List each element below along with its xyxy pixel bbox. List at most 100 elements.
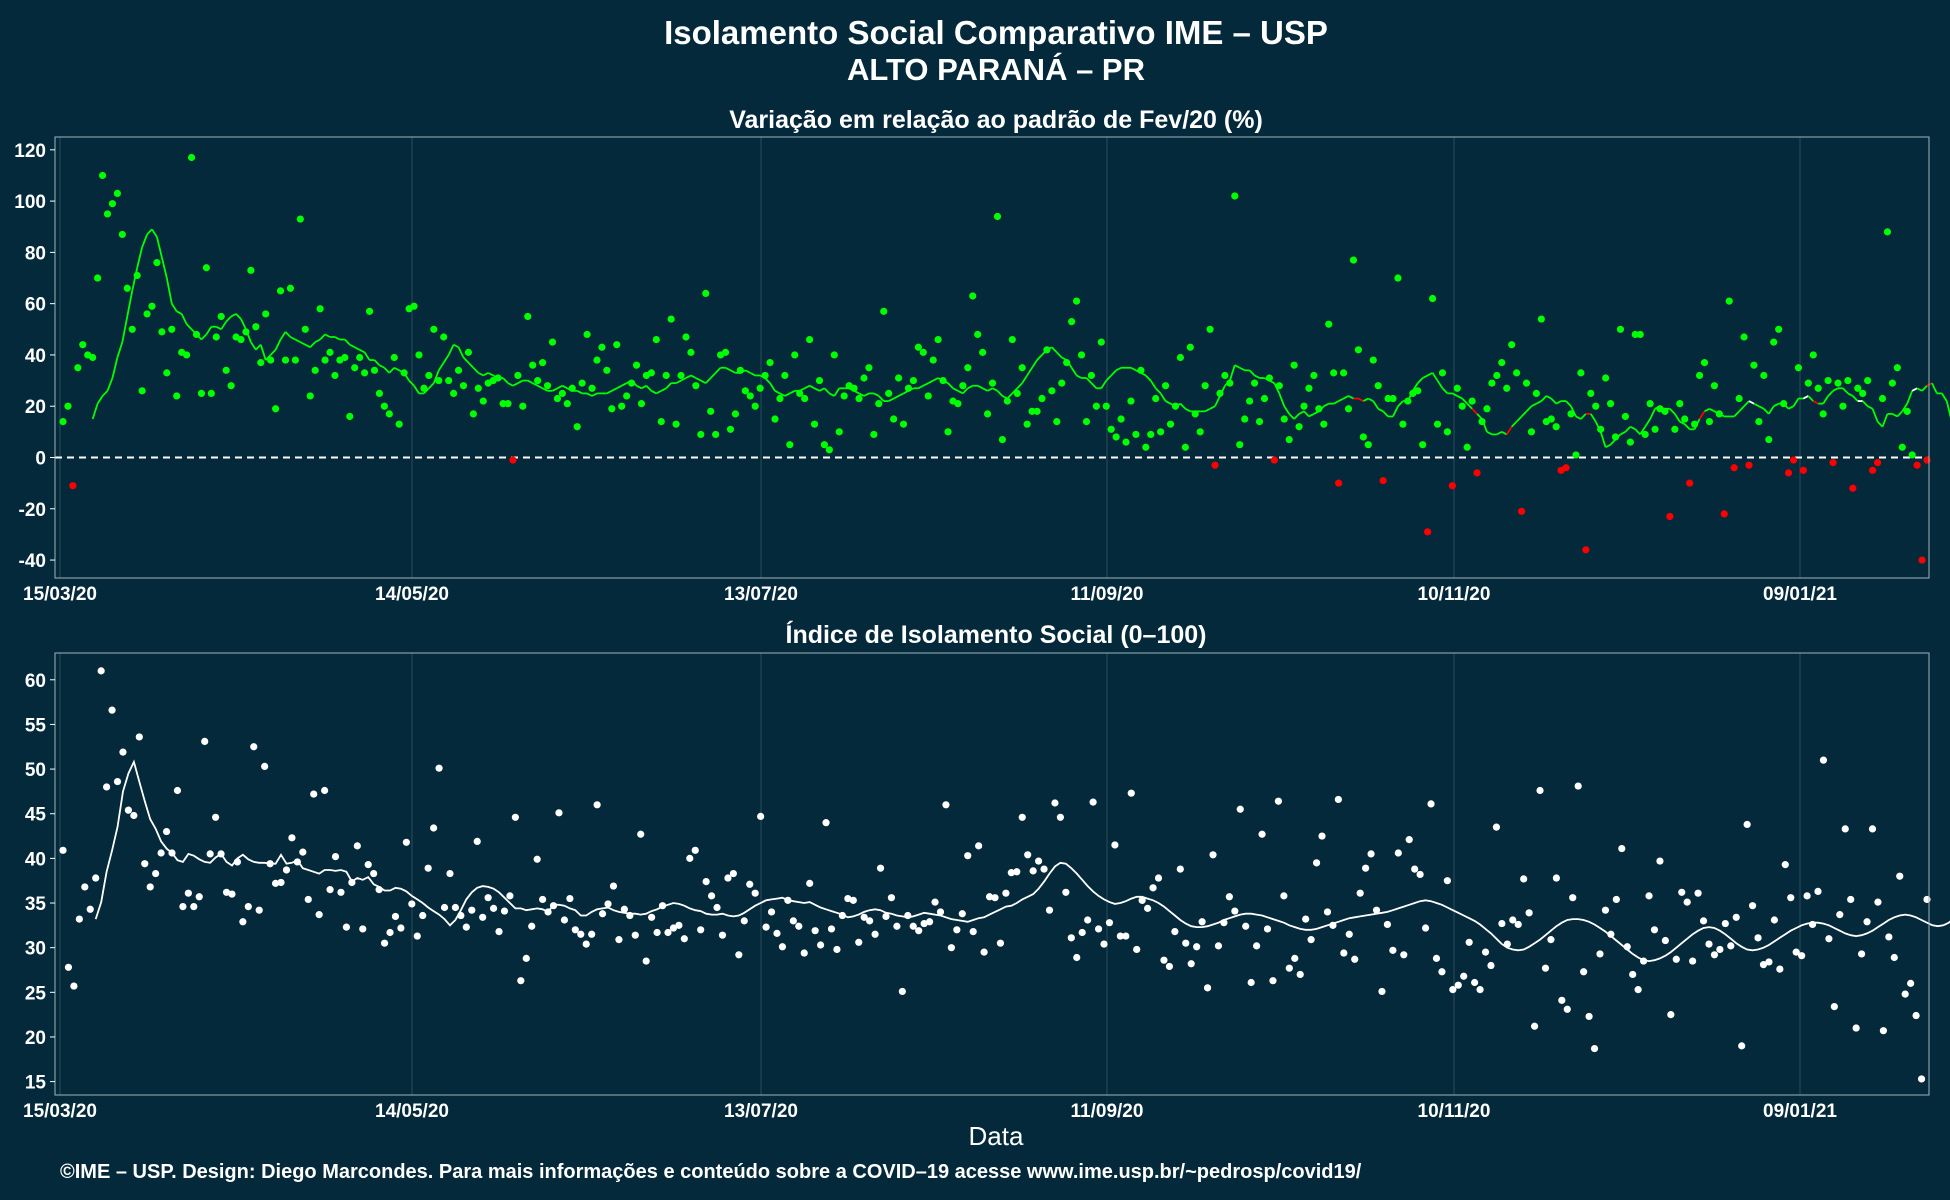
data-point bbox=[776, 394, 784, 403]
data-point bbox=[934, 335, 942, 344]
data-point bbox=[391, 912, 400, 921]
data-point bbox=[190, 902, 198, 911]
data-point bbox=[1458, 402, 1466, 410]
trend-segment bbox=[1629, 425, 1636, 431]
data-point bbox=[118, 230, 126, 239]
data-point bbox=[506, 892, 514, 900]
data-point bbox=[64, 963, 73, 971]
trend-segment bbox=[432, 369, 440, 384]
data-point bbox=[1863, 918, 1871, 926]
data-point bbox=[707, 892, 716, 900]
trend-segment bbox=[146, 228, 153, 236]
data-point bbox=[1048, 387, 1056, 395]
trend-segment bbox=[1599, 431, 1607, 448]
data-point bbox=[1582, 546, 1590, 554]
data-point bbox=[74, 364, 82, 372]
data-point bbox=[1193, 943, 1201, 951]
trend-segment bbox=[1159, 392, 1167, 402]
trend-segment bbox=[962, 387, 969, 395]
data-point bbox=[751, 889, 759, 897]
trend-segment bbox=[1773, 402, 1780, 408]
data-point bbox=[904, 384, 913, 392]
data-point bbox=[577, 930, 585, 938]
y-tick-label: 35 bbox=[25, 894, 47, 915]
data-point bbox=[1302, 915, 1310, 923]
data-point bbox=[618, 402, 626, 410]
data-point bbox=[1274, 797, 1283, 805]
trend-segment bbox=[655, 390, 662, 395]
data-point bbox=[370, 366, 379, 374]
data-point bbox=[1089, 798, 1097, 806]
trend-segment bbox=[141, 234, 148, 248]
data-point bbox=[1201, 382, 1209, 390]
x-tick-label: 14/05/20 bbox=[375, 584, 449, 605]
data-point bbox=[1394, 849, 1402, 857]
data-point bbox=[1416, 870, 1424, 879]
data-point bbox=[462, 923, 470, 931]
data-point bbox=[1631, 330, 1639, 339]
data-point bbox=[247, 266, 255, 274]
data-point bbox=[97, 667, 105, 675]
data-point bbox=[1405, 836, 1413, 844]
data-point bbox=[454, 366, 463, 374]
trend-segment bbox=[705, 377, 712, 384]
data-point bbox=[1923, 456, 1931, 464]
data-point bbox=[871, 930, 879, 938]
data-point bbox=[337, 888, 345, 896]
data-point bbox=[222, 888, 231, 896]
data-point bbox=[356, 353, 364, 362]
data-point bbox=[1176, 353, 1185, 362]
data-point bbox=[1537, 315, 1545, 323]
trend-segment bbox=[1155, 387, 1162, 395]
trend-segment bbox=[1555, 400, 1562, 405]
trend-segment bbox=[1323, 402, 1330, 408]
x-tick-label: 10/11/20 bbox=[1418, 1101, 1491, 1122]
trend-segment bbox=[1456, 395, 1463, 400]
data-point bbox=[192, 330, 201, 339]
data-point bbox=[887, 894, 896, 902]
data-point bbox=[566, 894, 574, 903]
data-point bbox=[1383, 920, 1392, 929]
data-point bbox=[1532, 389, 1541, 397]
data-point bbox=[1094, 925, 1103, 933]
data-point bbox=[830, 351, 838, 359]
x-tick-label: 14/05/20 bbox=[375, 1101, 449, 1122]
trend-segment bbox=[324, 333, 331, 338]
data-point bbox=[346, 412, 354, 421]
data-point bbox=[1433, 420, 1442, 428]
data-point bbox=[740, 917, 748, 925]
trend-segment bbox=[819, 387, 825, 392]
data-point bbox=[702, 289, 710, 298]
data-point bbox=[212, 813, 220, 821]
data-point bbox=[1804, 379, 1812, 387]
trend-segment bbox=[1298, 410, 1305, 415]
x-tick-label: 15/03/20 bbox=[23, 584, 97, 605]
data-point bbox=[920, 919, 928, 928]
data-point bbox=[266, 860, 274, 868]
data-point bbox=[59, 417, 67, 426]
panel2-x-axis: 15/03/20 14/05/20 13/07/20 11/09/20 10/11/20… bbox=[23, 1101, 1837, 1122]
data-point bbox=[1716, 945, 1724, 954]
data-point bbox=[474, 384, 482, 392]
data-point bbox=[1255, 417, 1264, 426]
data-point bbox=[1667, 1011, 1675, 1019]
data-point bbox=[202, 264, 210, 272]
data-point bbox=[713, 903, 721, 912]
data-point bbox=[1008, 335, 1016, 344]
trend-segment bbox=[1511, 420, 1518, 428]
data-point bbox=[511, 813, 519, 821]
data-point bbox=[464, 348, 473, 356]
data-point bbox=[729, 869, 737, 878]
data-point bbox=[810, 420, 819, 428]
y-tick-label: 55 bbox=[25, 715, 47, 736]
data-point bbox=[342, 923, 351, 931]
data-point bbox=[1913, 461, 1921, 469]
data-point bbox=[286, 284, 295, 292]
data-point bbox=[1421, 924, 1430, 932]
trend-segment bbox=[1891, 413, 1898, 418]
trend-segment bbox=[1788, 405, 1794, 410]
data-point bbox=[664, 928, 672, 937]
data-point bbox=[1629, 970, 1637, 979]
data-point bbox=[691, 846, 699, 854]
data-point bbox=[1676, 400, 1684, 408]
